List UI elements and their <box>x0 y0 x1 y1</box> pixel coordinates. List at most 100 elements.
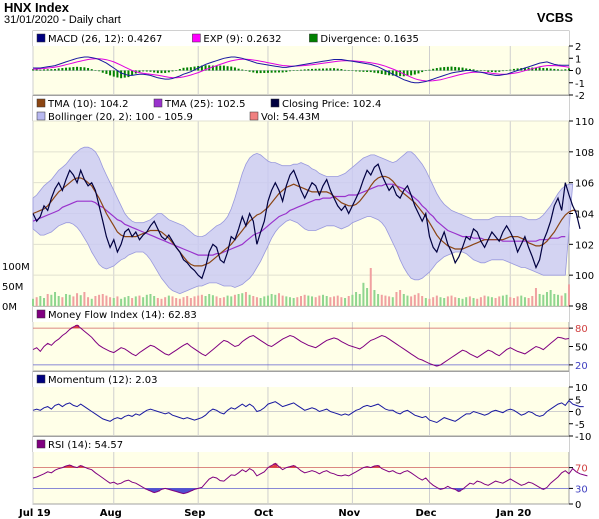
price-legend-label: Vol: 54.43M <box>261 112 320 123</box>
divergence-bar <box>300 69 302 71</box>
divergence-bar <box>50 69 53 71</box>
divergence-bar <box>556 69 559 71</box>
volume-bar <box>134 296 137 306</box>
y-tick-label: 10 <box>575 383 588 394</box>
volume-bar <box>208 294 211 306</box>
volume-bar <box>318 295 321 306</box>
divergence-bar <box>182 67 185 71</box>
y-tick-label: 70 <box>575 464 588 475</box>
divergence-bar <box>428 69 431 71</box>
price-legend-label: Bollinger (20, 2): 100 - 105.9 <box>48 112 193 123</box>
divergence-bar <box>281 70 284 73</box>
volume-bar <box>450 295 453 306</box>
divergence-bar <box>476 70 479 71</box>
momentum-line <box>32 399 584 424</box>
volume-bar <box>366 288 369 306</box>
volume-bar <box>479 297 482 306</box>
volume-bar <box>68 294 71 306</box>
divergence-bar <box>35 69 38 71</box>
divergence-bar <box>369 70 372 73</box>
volume-bar <box>303 294 306 306</box>
volume-bar <box>406 295 409 306</box>
volume-bar <box>248 294 251 306</box>
divergence-bar <box>318 68 321 71</box>
divergence-bar <box>57 68 60 71</box>
volume-bar <box>65 294 68 306</box>
rsi-line <box>32 462 588 495</box>
volume-bar <box>527 298 530 306</box>
rsi-overbought-fill <box>269 465 274 468</box>
divergence-bar <box>109 70 112 76</box>
divergence-bar <box>226 66 229 71</box>
volume-bar <box>325 296 328 306</box>
divergence-bar <box>432 68 435 71</box>
volume-bar <box>564 293 567 306</box>
divergence-bar <box>178 69 181 71</box>
divergence-bar <box>54 69 57 71</box>
rsi-legend-strip <box>33 437 569 452</box>
divergence-bar <box>553 68 556 71</box>
volume-bar <box>457 298 460 306</box>
divergence-bar <box>542 68 545 71</box>
divergence-bar <box>538 67 541 71</box>
divergence-bar <box>79 67 82 71</box>
divergence-bar <box>94 70 97 71</box>
volume-bar <box>50 294 53 306</box>
macd-legend-label: Divergence: 0.1635 <box>320 34 419 45</box>
rsi-oversold-fill <box>177 488 182 493</box>
volume-bar <box>123 297 126 306</box>
divergence-bar <box>454 66 457 71</box>
divergence-bar <box>145 70 148 72</box>
volume-bar <box>153 296 156 306</box>
volume-bar <box>182 297 185 306</box>
divergence-bar <box>244 70 247 71</box>
x-tick-label: Jul 19 <box>18 508 51 519</box>
volume-bar <box>410 296 413 306</box>
volume-bar <box>270 294 273 306</box>
volume-bar <box>57 296 60 306</box>
divergence-bar <box>483 70 486 71</box>
divergence-bar <box>468 68 471 71</box>
volume-bar <box>46 294 49 306</box>
divergence-bar <box>90 69 93 71</box>
mfi-legend-strip <box>33 307 569 322</box>
divergence-bar <box>509 69 512 71</box>
volume-bar <box>215 296 218 306</box>
price-legend-swatch <box>153 98 163 108</box>
volume-bar <box>538 294 541 306</box>
chart-title: HNX Index <box>4 0 70 15</box>
volume-bar <box>439 297 442 306</box>
x-tick-label: Jan 20 <box>495 508 531 519</box>
volume-bar <box>542 294 545 306</box>
volume-bar <box>76 293 79 306</box>
divergence-bar <box>237 68 240 71</box>
momentum-legend-label: Momentum (12): 2.03 <box>48 375 158 386</box>
volume-bar <box>138 295 141 306</box>
divergence-bar <box>340 69 343 71</box>
divergence-bar <box>292 70 295 71</box>
divergence-bar <box>296 70 299 71</box>
rsi-oversold-fill <box>148 488 153 491</box>
volume-bar <box>347 296 350 306</box>
y-tick-label: 106 <box>575 179 594 190</box>
rsi-oversold-fill <box>181 488 186 494</box>
volume-bar <box>222 297 225 306</box>
volume-bar <box>230 296 233 306</box>
rsi-overbought-fill <box>376 465 381 468</box>
volume-bar <box>421 296 424 306</box>
mfi-legend-label: Money Flow Index (14): 62.83 <box>48 310 197 321</box>
divergence-bar <box>325 68 328 71</box>
brand-label: VCBS <box>536 10 573 25</box>
divergence-bar <box>549 68 552 71</box>
volume-bar <box>94 296 97 306</box>
price-legend-swatch <box>270 98 280 108</box>
price-legend-strip <box>33 96 569 121</box>
volume-bar <box>468 296 471 306</box>
volume-bar <box>432 297 435 306</box>
volume-bar <box>351 294 354 306</box>
mfi-oversold-fill <box>434 364 439 367</box>
volume-bar <box>435 295 438 306</box>
mfi-overbought-fill <box>75 325 80 329</box>
volume-bar <box>35 297 38 306</box>
